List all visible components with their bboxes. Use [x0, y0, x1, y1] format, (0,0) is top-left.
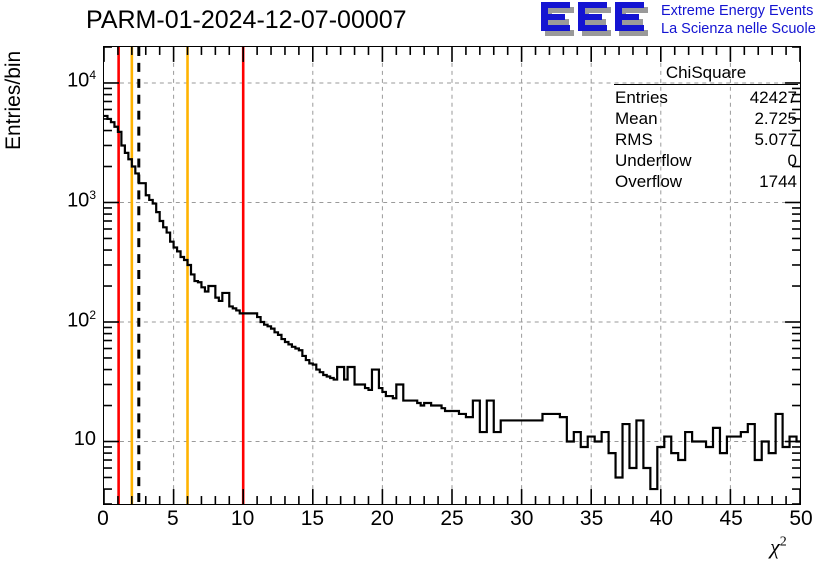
x-tick-label: 10: [230, 507, 255, 530]
eee-logo: Extreme Energy Events La Scienza nelle S…: [541, 2, 833, 40]
x-tick-label: 20: [370, 507, 394, 530]
x-tick-label: 35: [579, 507, 604, 530]
stats-rows: Entries 42427 Mean 2.725 RMS 5.077 Underflow 0 O…: [612, 87, 800, 192]
x-tick-label: 45: [719, 507, 743, 530]
x-tick-label: 40: [649, 507, 674, 530]
stats-row: Underflow 0: [612, 150, 800, 171]
statistics-box: ChiSquare Entries 42427 Mean 2.725 RMS 5.077 U…: [612, 62, 800, 192]
stats-row-value: 0: [787, 151, 797, 170]
page-title: PARM-01-2024-12-07-00007: [86, 6, 407, 34]
y-tick-label: 104: [67, 68, 96, 93]
y-tick-label: 102: [67, 308, 96, 333]
y-tick-label: 103: [67, 188, 96, 213]
stats-row-key: Entries: [615, 88, 668, 107]
stats-row-value: 42427: [749, 88, 797, 107]
y-tick-exponent: 3: [89, 188, 96, 203]
x-axis-label-exponent: 2: [779, 534, 787, 550]
stats-row: RMS 5.077: [612, 129, 800, 150]
y-tick-mantissa: 10: [67, 189, 90, 212]
eee-letter-2-icon: [578, 2, 611, 36]
x-axis-label: χ2: [770, 534, 787, 560]
y-axis-label: Entries/bin: [2, 50, 25, 150]
logo-line-1: Extreme Energy Events: [661, 3, 814, 19]
stats-row: Entries 42427: [612, 87, 800, 108]
y-tick-exponent: 4: [89, 68, 96, 83]
stats-row-value: 5.077: [754, 130, 797, 149]
x-tick-label: 15: [300, 507, 325, 530]
y-tick-mantissa: 10: [73, 428, 96, 451]
eee-letter-1-icon: [541, 2, 574, 36]
histogram-curve: [104, 114, 800, 491]
x-tick-label: 30: [510, 507, 534, 530]
stats-row-key: Underflow: [615, 151, 692, 170]
axis-tick-marks: [104, 47, 800, 504]
marker-lines: [117, 47, 245, 504]
y-tick-mantissa: 10: [67, 69, 90, 92]
stats-row-key: Mean: [615, 109, 658, 128]
stats-row-key: RMS: [615, 130, 653, 149]
eee-letter-3-icon: [615, 2, 648, 36]
y-tick-exponent: 2: [89, 308, 96, 323]
stats-row: Overflow 1744: [612, 171, 800, 192]
x-tick-label: 5: [166, 507, 179, 530]
plot-frame: [103, 46, 801, 505]
y-tick-label: 10: [74, 428, 96, 451]
x-tick-label: 0: [97, 507, 109, 530]
plot-area: [104, 47, 800, 504]
stats-title: ChiSquare: [665, 63, 747, 82]
logo-line-2: La Scienza nelle Scuole: [661, 21, 816, 37]
x-tick-label: 50: [789, 507, 813, 530]
y-tick-mantissa: 10: [67, 309, 90, 332]
x-tick-label: 25: [440, 507, 464, 530]
stats-divider: [614, 84, 798, 85]
stats-row-value: 1744: [759, 172, 797, 191]
stats-row-key: Overflow: [615, 172, 683, 191]
stats-row-value: 2.725: [754, 109, 797, 128]
x-axis-label-base: χ: [770, 534, 780, 559]
stats-row: Mean 2.725: [612, 108, 800, 129]
eee-logo-mark-icon: [541, 2, 656, 38]
